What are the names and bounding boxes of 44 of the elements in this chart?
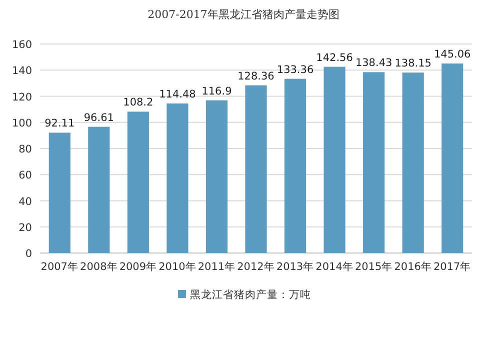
data-label: 145.06 <box>434 48 472 61</box>
x-tick-label: 2013年 <box>276 261 314 273</box>
legend-label: 黑龙江省猪肉产量：万吨 <box>190 288 311 301</box>
x-tick-label: 2016年 <box>394 261 432 273</box>
data-label: 108.2 <box>123 96 154 109</box>
y-tick-label: 60 <box>18 170 32 182</box>
y-tick-label: 0 <box>25 248 32 260</box>
data-label: 96.61 <box>84 112 114 124</box>
x-tick-label: 2009年 <box>119 261 158 273</box>
data-label: 116.9 <box>202 85 232 98</box>
x-tick-label: 2010年 <box>158 261 196 273</box>
chart-title: 2007-2017年黑龙江省猪肉产量走势图 <box>148 8 340 21</box>
data-label: 128.36 <box>238 70 275 82</box>
y-tick-label: 140 <box>12 65 32 78</box>
y-tick-label: 160 <box>12 39 32 51</box>
x-tick-label: 2011年 <box>198 261 236 273</box>
y-tick-label: 20 <box>18 222 32 234</box>
bar <box>402 72 424 253</box>
bar <box>206 100 228 253</box>
x-tick-label: 2015年 <box>354 261 393 273</box>
x-tick-label: 2012年 <box>237 261 275 273</box>
bar <box>127 112 149 253</box>
y-tick-label: 40 <box>18 196 32 208</box>
bar <box>442 64 464 253</box>
bar <box>324 66 346 253</box>
bar <box>166 103 188 253</box>
x-tick-label: 2008年 <box>80 261 118 273</box>
bar <box>88 126 110 253</box>
bar <box>48 132 70 253</box>
bar <box>245 85 267 253</box>
x-tick-label: 2014年 <box>316 261 354 273</box>
y-tick-label: 120 <box>12 91 32 104</box>
y-tick-label: 100 <box>12 117 32 130</box>
data-label: 138.15 <box>394 58 432 70</box>
bar <box>363 72 385 253</box>
data-label: 138.43 <box>355 57 392 70</box>
data-label: 142.56 <box>316 52 354 64</box>
x-tick-label: 2017年 <box>433 261 472 273</box>
data-label: 133.36 <box>276 64 314 76</box>
data-label: 114.48 <box>159 88 196 100</box>
bar <box>284 78 306 253</box>
x-tick-label: 2007年 <box>40 261 79 273</box>
data-label: 92.11 <box>44 118 75 130</box>
y-tick-label: 80 <box>18 144 32 156</box>
